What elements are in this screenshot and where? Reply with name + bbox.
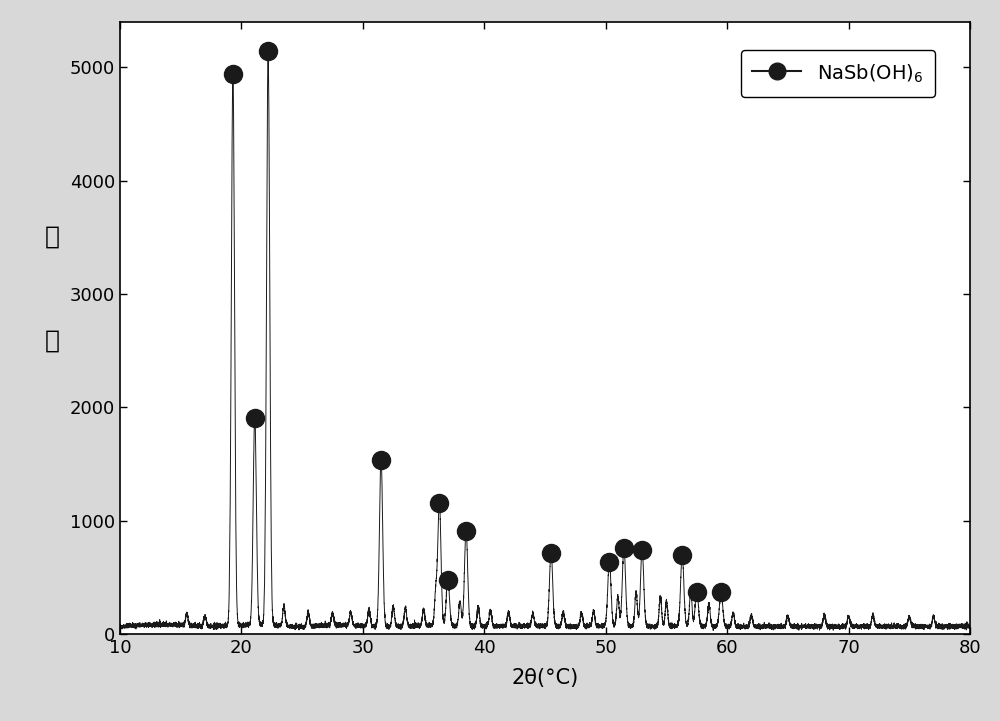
Text: 度: 度 [44, 328, 60, 353]
Legend: NaSb(OH)$_6$: NaSb(OH)$_6$ [741, 50, 935, 97]
X-axis label: 2θ(°C): 2θ(°C) [511, 668, 579, 689]
Text: 强: 强 [44, 224, 60, 248]
